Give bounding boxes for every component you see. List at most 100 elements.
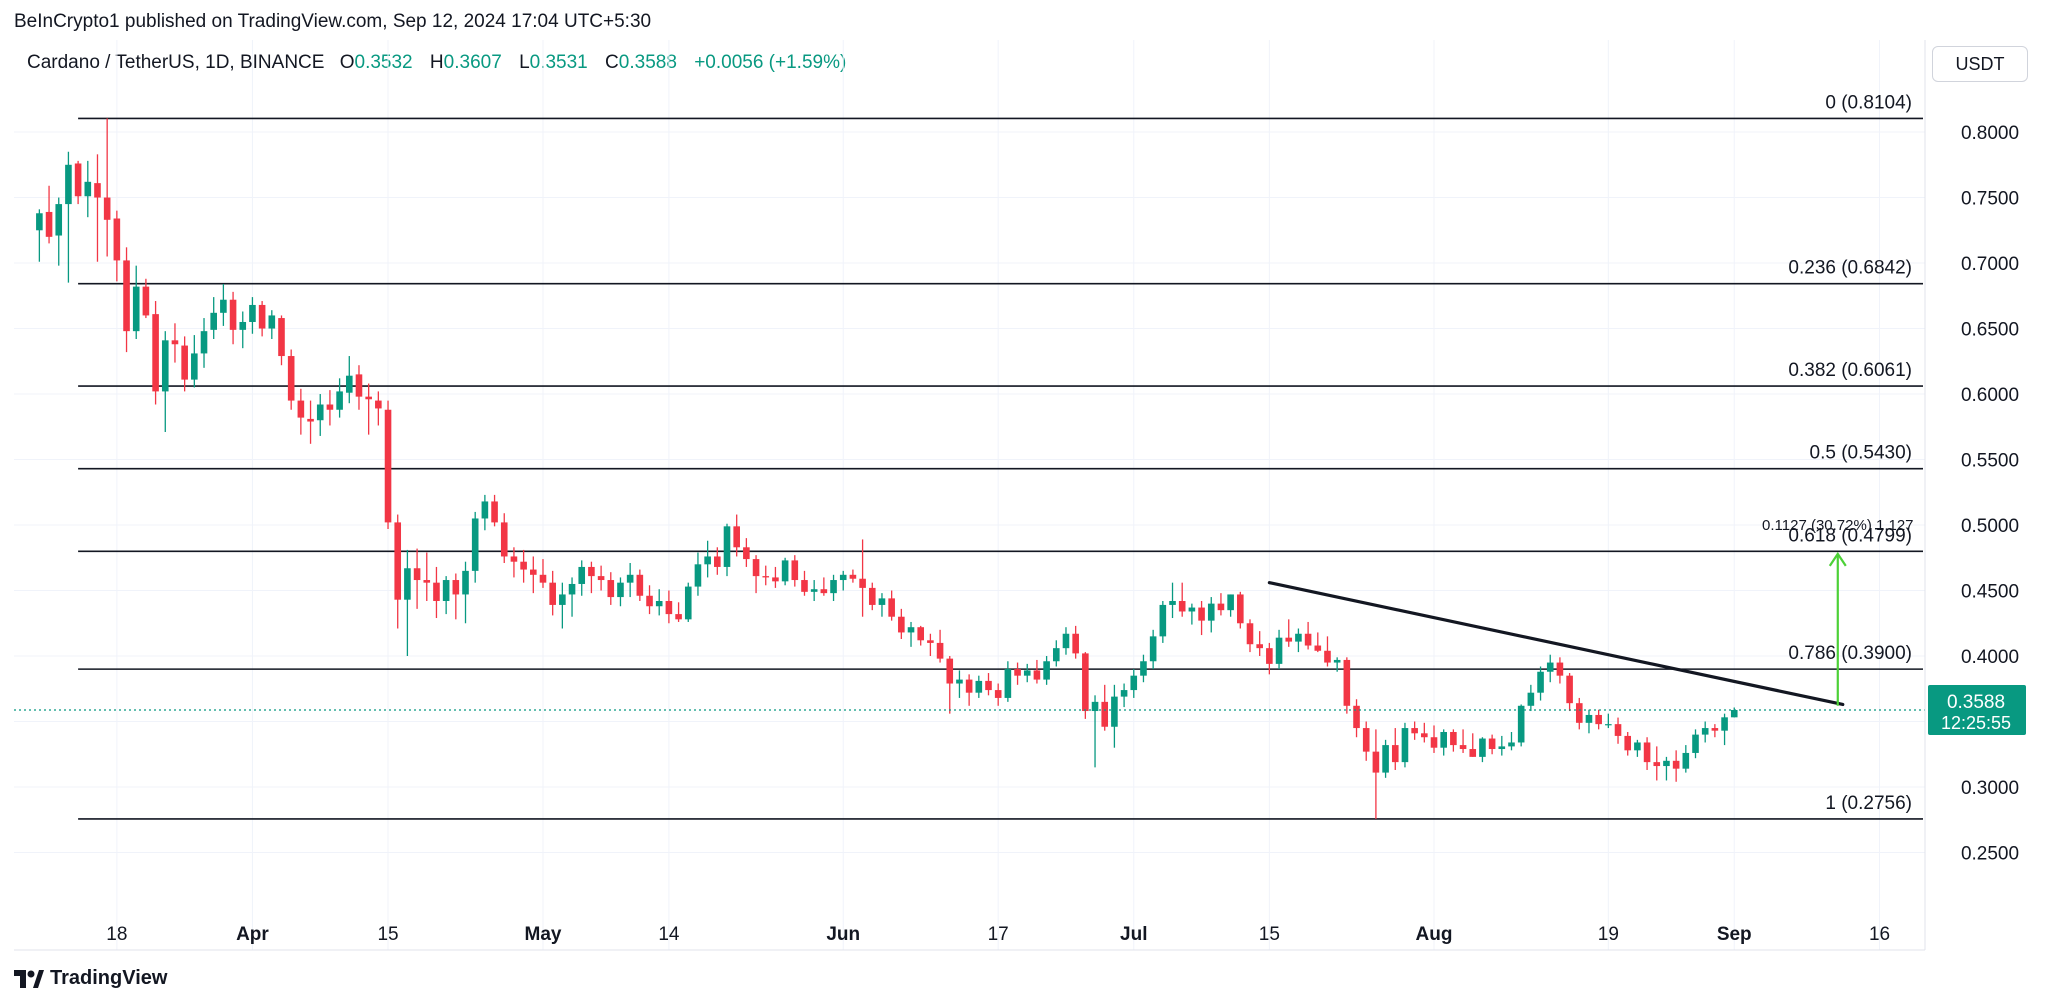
y-tick-label: 0.2500 xyxy=(1961,844,2019,865)
grid-lines xyxy=(14,40,1925,950)
candle-body xyxy=(1207,603,1215,621)
candle-body xyxy=(55,204,63,236)
candle-body xyxy=(365,396,372,400)
candle-body xyxy=(171,340,179,345)
candle-body xyxy=(500,522,508,557)
candle-body xyxy=(1091,701,1099,712)
candle-body xyxy=(142,286,150,316)
fib-level-label: 0.5 (0.5430) xyxy=(1810,443,1912,464)
x-tick-label: 19 xyxy=(1598,924,1619,945)
candle-body xyxy=(84,181,92,197)
last-price-value: 0.3588 xyxy=(1947,692,2005,713)
candle-body xyxy=(297,400,305,418)
candle-body xyxy=(1721,717,1728,731)
candle-body xyxy=(1692,734,1699,753)
candle-body xyxy=(1130,675,1138,691)
candle-body xyxy=(1362,728,1370,752)
candle-body xyxy=(210,312,217,330)
x-tick-label: Aug xyxy=(1416,924,1453,945)
candle-body xyxy=(1169,600,1176,605)
candle-body xyxy=(559,594,566,605)
candle-body xyxy=(588,566,595,577)
candle-body xyxy=(1566,675,1573,704)
candle-body xyxy=(1382,745,1389,773)
price-chart[interactable]: 0 (0.8104) 0.236 (0.6842) 0.382 (0.6061) 0.… xyxy=(0,0,2048,960)
y-tick-label: 0.6500 xyxy=(1961,320,2019,341)
candle-body xyxy=(665,600,673,615)
candle-body xyxy=(1285,637,1293,642)
candle-body xyxy=(1614,724,1622,736)
candle-body xyxy=(956,679,963,684)
candle-body xyxy=(723,526,731,567)
candle-body xyxy=(1052,648,1060,662)
candle-body xyxy=(597,576,605,581)
candle-body xyxy=(1275,637,1283,664)
candle-body xyxy=(94,183,101,198)
candle-body xyxy=(1498,746,1506,750)
drawings[interactable]: 0.1127 (30.72%) 1,127 xyxy=(14,517,1925,711)
candle-body xyxy=(1237,594,1244,624)
candle-body xyxy=(801,580,808,592)
close-value: 0.3588 xyxy=(618,52,677,73)
candle-body xyxy=(65,164,72,205)
candle-body xyxy=(355,374,363,397)
candle-body xyxy=(191,353,198,380)
candle-body xyxy=(810,589,818,592)
candle-body xyxy=(539,574,547,583)
candle-body xyxy=(345,375,353,393)
candle-body xyxy=(1304,633,1312,646)
candle-body xyxy=(491,501,498,523)
candle-body xyxy=(946,658,954,684)
candle-body xyxy=(307,418,314,422)
candle-body xyxy=(927,640,934,643)
candle-body xyxy=(278,318,285,357)
candle-body xyxy=(868,587,876,605)
candle-body xyxy=(1227,594,1234,611)
candle-body xyxy=(694,564,702,587)
candle-body xyxy=(462,570,469,595)
candle-body xyxy=(123,260,130,332)
candle-body xyxy=(239,321,247,330)
candle-body xyxy=(1575,703,1583,723)
candle-body xyxy=(1372,751,1380,773)
candle-body xyxy=(113,218,121,261)
tradingview-logo[interactable]: TradingView xyxy=(14,967,167,990)
currency-button[interactable]: USDT xyxy=(1932,46,2028,82)
candle-body xyxy=(1585,714,1593,723)
x-tick-label: 15 xyxy=(1259,924,1280,945)
candle-body xyxy=(1217,603,1225,611)
candle-body xyxy=(36,213,43,231)
candle-body xyxy=(1120,690,1128,697)
axes[interactable]: 0.25000.30000.35000.40000.45000.50000.55… xyxy=(14,40,2026,951)
candle-body xyxy=(1469,749,1477,757)
x-tick-label: 17 xyxy=(988,924,1009,945)
candle-body xyxy=(985,680,992,691)
y-tick-label: 0.5000 xyxy=(1961,516,2019,537)
candle-body xyxy=(1140,661,1147,676)
x-tick-label: 18 xyxy=(106,924,127,945)
tradingview-brand: TradingView xyxy=(50,967,168,989)
candle-body xyxy=(1595,714,1602,725)
candle-body xyxy=(704,556,711,565)
candle-body xyxy=(1517,705,1525,743)
candle-body xyxy=(384,409,392,523)
candle-body xyxy=(1343,659,1351,706)
candle-body xyxy=(442,580,450,601)
candle-body xyxy=(404,568,411,600)
y-tick-label: 0.4000 xyxy=(1961,647,2019,668)
candle-body xyxy=(1479,738,1486,757)
low-value: 0.3531 xyxy=(529,52,588,73)
fib-level-label: 0 (0.8104) xyxy=(1825,92,1912,113)
candle-body xyxy=(1701,728,1709,735)
candle-body xyxy=(1101,701,1109,727)
projection-label: 0.1127 (30.72%) 1,127 xyxy=(1762,517,1914,534)
candle-body xyxy=(326,404,334,410)
candle-body xyxy=(1043,661,1050,680)
symbol-name[interactable]: Cardano / TetherUS, 1D, BINANCE xyxy=(27,52,325,73)
candle-body xyxy=(655,600,663,607)
candle-body xyxy=(549,582,556,605)
symbol-legend: Cardano / TetherUS, 1D, BINANCE O0.3532 … xyxy=(27,52,846,74)
candle-body xyxy=(849,574,857,579)
candle-body xyxy=(336,391,343,410)
candle-body xyxy=(1459,745,1467,750)
